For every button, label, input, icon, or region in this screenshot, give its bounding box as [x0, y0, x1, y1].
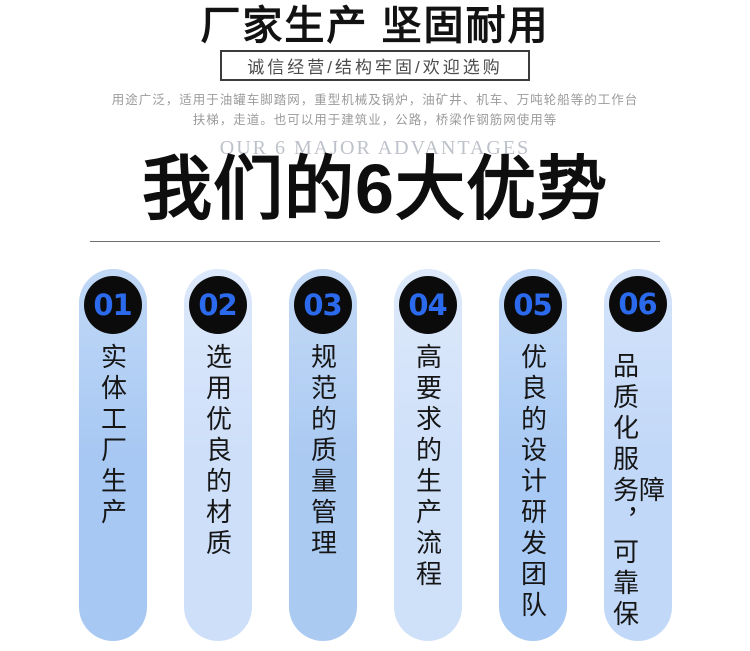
number-badge-3: 03 [293, 276, 352, 335]
advantage-text: 选用优良的材质 [202, 343, 233, 561]
number-badge-1: 01 [83, 276, 142, 335]
advantage-text: 实体工厂生产 [97, 343, 128, 530]
number-label: 01 [93, 288, 132, 323]
advantage-text: 品质化服务，可靠保障 [609, 351, 666, 631]
usage-description-line2: 扶梯，走道。也可以用于建筑业，公路，桥梁作钢筋网使用等 [192, 113, 558, 127]
number-label: 02 [198, 288, 237, 323]
advantage-pill-1: 01 实体工厂生产 [78, 269, 147, 642]
usage-description-line1: 用途广泛，适用于油罐车脚踏网，重型机械及锅炉，油矿井、机车、万吨轮船等的工作台 [111, 93, 639, 107]
advantage-text: 高要求的生产流程 [412, 343, 443, 592]
number-label: 06 [618, 287, 657, 322]
advantage-text: 优良的设计研发团队 [517, 343, 548, 623]
advantage-pill-3: 03 规范的质量管理 [288, 269, 357, 642]
advantage-list: 01 实体工厂生产 02 选用优良的材质 03 规范的质量管理 04 高要求的生… [0, 269, 750, 642]
section-title: 我们的6大优势 [142, 150, 608, 228]
number-label: 03 [303, 288, 342, 323]
number-badge-2: 02 [188, 276, 247, 335]
number-label: 05 [513, 288, 552, 323]
number-badge-6: 06 [608, 276, 667, 333]
watermark-english-caption: OUR 6 MAJOR ADVANTAGES [219, 137, 531, 159]
page-title: 厂家生产 坚固耐用 [200, 4, 550, 48]
advantage-pill-4: 04 高要求的生产流程 [393, 269, 462, 642]
advantage-pill-5: 05 优良的设计研发团队 [498, 269, 567, 642]
usage-description: 用途广泛，适用于油罐车脚踏网，重型机械及锅炉，油矿井、机车、万吨轮船等的工作台 … [0, 90, 750, 130]
divider-line [90, 240, 660, 243]
advantage-pill-2: 02 选用优良的材质 [183, 269, 252, 642]
number-badge-5: 05 [503, 276, 562, 335]
number-badge-4: 04 [398, 276, 457, 335]
advantage-pill-6: 06 品质化服务，可靠保障 [603, 269, 672, 642]
number-label: 04 [408, 288, 447, 323]
subtitle-badge: 诚信经营/结构牢固/欢迎选购 [220, 50, 530, 81]
advantage-text: 规范的质量管理 [307, 343, 338, 561]
